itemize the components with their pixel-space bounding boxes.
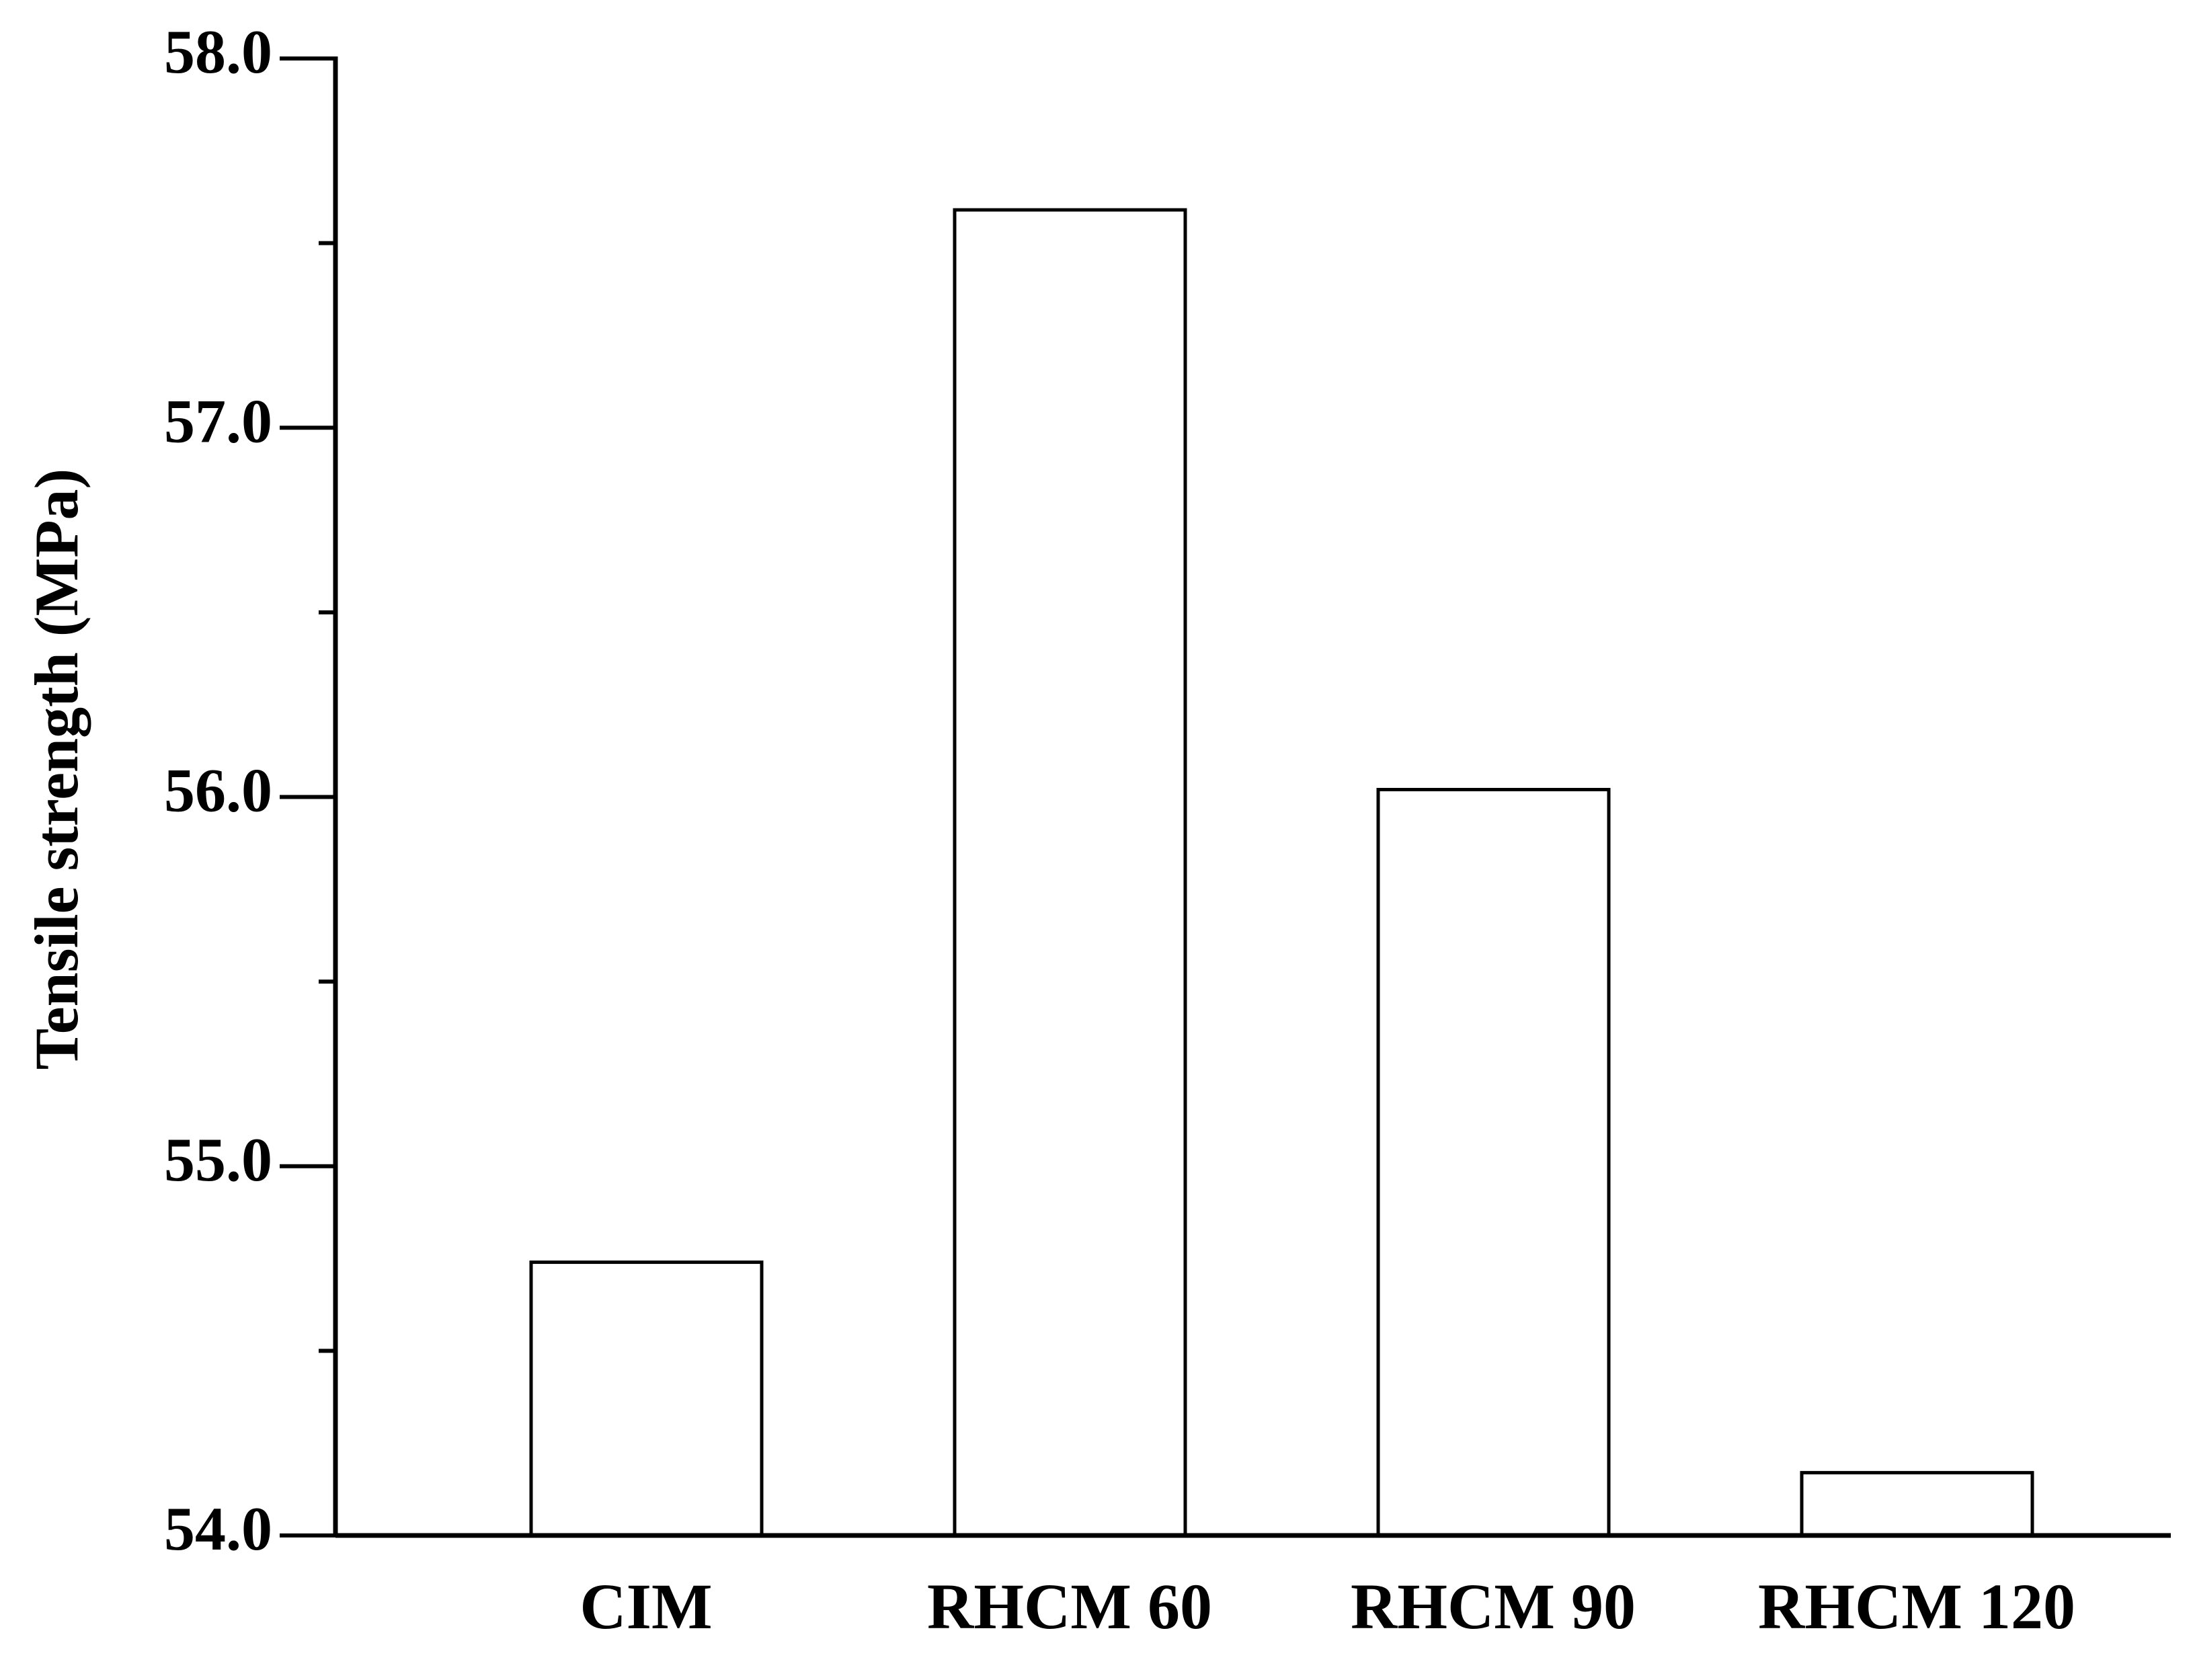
y-tick-label: 55.0	[164, 1125, 272, 1194]
y-tick-label: 54.0	[164, 1494, 272, 1563]
bar	[529, 1261, 764, 1537]
x-tick-label: CIM	[580, 1570, 712, 1642]
x-tick-label: RHCM 60	[927, 1570, 1212, 1642]
y-axis-label: Tensile strength (MPa)	[22, 469, 91, 1070]
x-tick-label: RHCM 90	[1351, 1570, 1636, 1642]
bar	[1800, 1471, 2034, 1537]
y-tick-label: 56.0	[164, 756, 272, 825]
y-tick-label: 58.0	[164, 17, 272, 86]
y-tick-label: 57.0	[164, 387, 272, 455]
bar	[1376, 788, 1611, 1537]
bar	[953, 208, 1187, 1537]
x-tick-label: RHCM 120	[1758, 1570, 2075, 1642]
